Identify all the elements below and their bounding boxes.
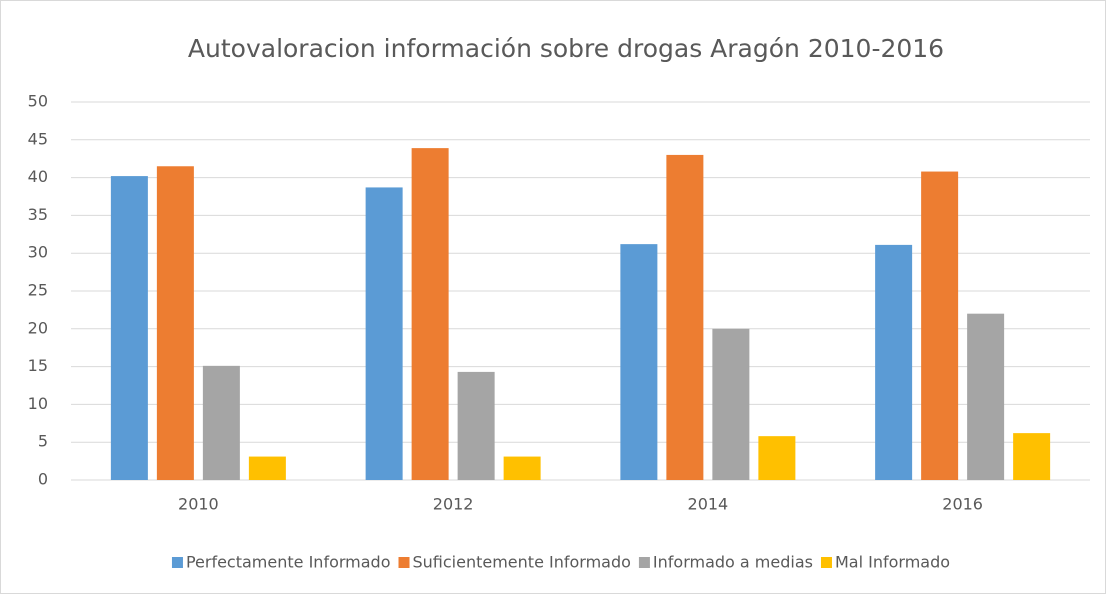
- y-tick-label: 20: [28, 318, 48, 337]
- legend-swatch: [820, 557, 832, 568]
- bar: [758, 436, 796, 480]
- bar: [156, 166, 194, 480]
- y-tick-label: 5: [38, 432, 48, 451]
- y-tick-label: 35: [28, 205, 48, 224]
- y-tick-label: 10: [28, 394, 48, 413]
- bar: [457, 371, 495, 480]
- legend-label: Informado a medias: [653, 553, 813, 572]
- bar: [202, 365, 240, 480]
- x-tick-label: 2010: [178, 495, 219, 514]
- legend-label: Perfectamente Informado: [186, 553, 391, 572]
- y-tick-label: 25: [28, 281, 48, 300]
- bar: [620, 244, 658, 480]
- bar: [875, 244, 913, 480]
- bar: [110, 176, 148, 480]
- bar: [921, 171, 959, 480]
- x-tick-label: 2014: [688, 495, 729, 514]
- bar: [365, 187, 403, 481]
- legend-swatch: [171, 557, 183, 568]
- legend-label: Mal Informado: [835, 553, 950, 572]
- bar: [712, 328, 750, 480]
- x-tick-label: 2012: [433, 495, 474, 514]
- y-tick-label: 30: [28, 243, 48, 262]
- bar: [248, 456, 286, 480]
- bar: [411, 148, 449, 480]
- legend-swatch: [638, 557, 650, 568]
- legend-swatch: [398, 557, 410, 568]
- y-tick-label: 40: [28, 167, 48, 186]
- y-tick-label: 45: [28, 129, 48, 148]
- chart-title: Autovaloracion información sobre drogas …: [188, 34, 944, 63]
- bar: [1013, 433, 1051, 480]
- y-tick-label: 15: [28, 356, 48, 375]
- bar: [503, 456, 541, 480]
- bar: [967, 313, 1005, 480]
- y-tick-label: 0: [38, 470, 48, 489]
- y-tick-label: 50: [28, 92, 48, 111]
- legend-label: Suficientemente Informado: [413, 553, 631, 572]
- x-tick-label: 2016: [942, 495, 983, 514]
- bar: [666, 154, 704, 481]
